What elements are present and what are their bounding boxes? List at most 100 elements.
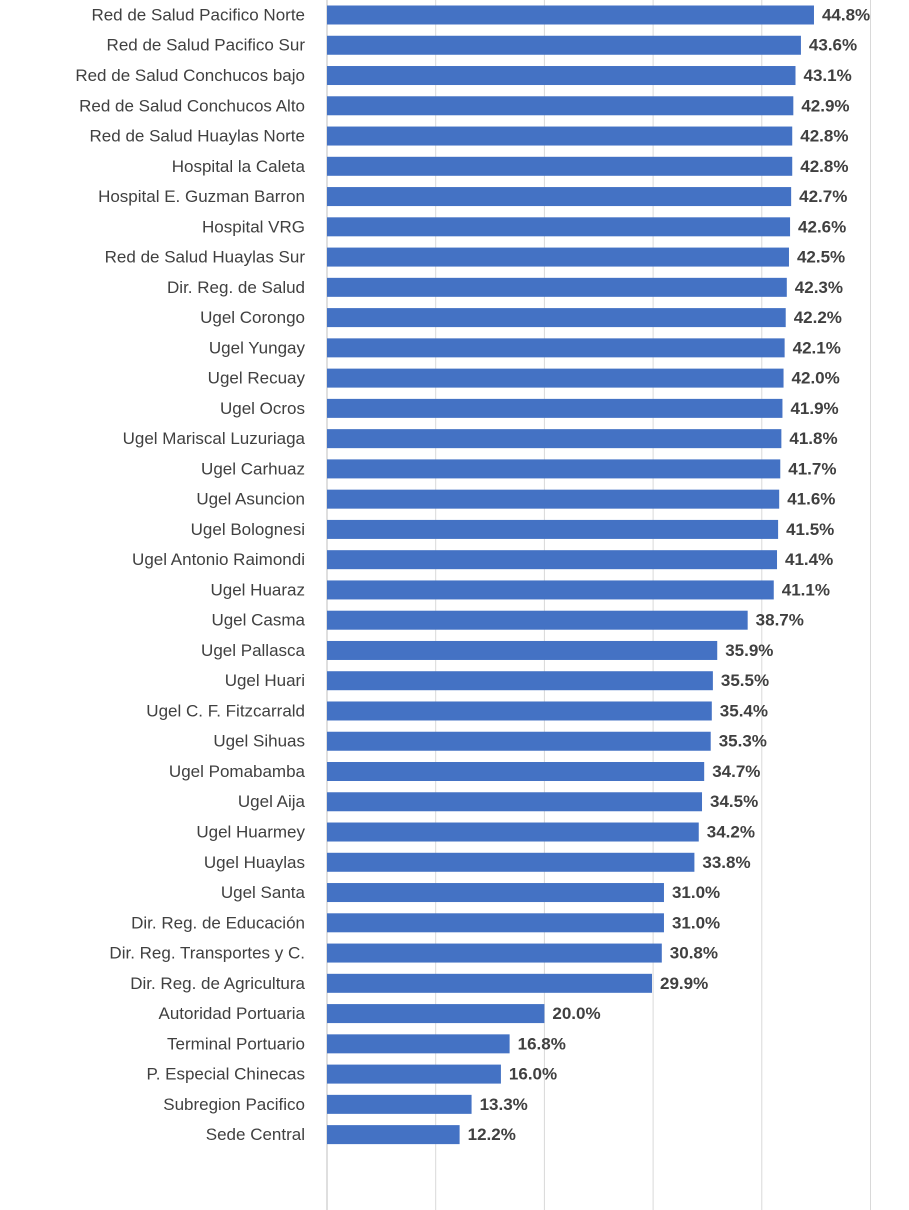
bar: [327, 1064, 501, 1084]
bar: [327, 338, 785, 358]
bar: [327, 519, 779, 539]
data-label: 31.0%: [672, 913, 720, 932]
y-tick-label: Ugel Pallasca: [201, 641, 305, 660]
y-tick-label: Terminal Portuario: [167, 1034, 305, 1053]
bar: [327, 247, 789, 267]
bar: [327, 308, 786, 328]
data-label: 42.6%: [798, 217, 846, 236]
data-label: 43.6%: [809, 36, 857, 55]
y-tick-label: Hospital E. Guzman Barron: [98, 187, 305, 206]
y-tick-label: Ugel Santa: [221, 883, 306, 902]
data-label: 34.2%: [707, 823, 755, 842]
bar: [327, 792, 703, 812]
data-label: 42.8%: [800, 157, 848, 176]
bar: [327, 610, 748, 630]
y-tick-label: Ugel Huarmey: [196, 823, 305, 842]
y-tick-label: Dir. Reg. de Educación: [131, 913, 305, 932]
bar: [327, 913, 664, 933]
data-label: 30.8%: [670, 944, 718, 963]
bar: [327, 277, 787, 297]
bar: [327, 66, 796, 86]
bar: [327, 459, 781, 479]
data-label: 38.7%: [756, 611, 804, 630]
bar: [327, 156, 793, 176]
bar: [327, 822, 699, 842]
bar: [327, 701, 712, 721]
y-tick-label: Ugel Sihuas: [213, 732, 305, 751]
data-label: 41.4%: [785, 550, 833, 569]
bar: [327, 640, 718, 660]
y-tick-label: Sede Central: [206, 1125, 305, 1144]
y-tick-label: Ugel Recuay: [208, 369, 306, 388]
y-tick-label: Ugel C. F. Fitzcarrald: [146, 701, 305, 720]
bar: [327, 943, 662, 963]
y-tick-label: Red de Salud Conchucos Alto: [79, 96, 305, 115]
y-tick-label: Subregion Pacifico: [163, 1095, 305, 1114]
data-label: 31.0%: [672, 883, 720, 902]
data-label: 16.8%: [518, 1034, 566, 1053]
data-label: 41.1%: [782, 580, 830, 599]
bar: [327, 5, 814, 25]
data-label: 41.9%: [790, 399, 838, 418]
data-label: 41.6%: [787, 490, 835, 509]
y-tick-label: Red de Salud Pacifico Sur: [107, 36, 306, 55]
data-label: 35.9%: [725, 641, 773, 660]
data-label: 42.1%: [793, 338, 841, 357]
bar: [327, 883, 664, 903]
bar: [327, 1094, 472, 1114]
data-label: 33.8%: [702, 853, 750, 872]
bar: [327, 35, 801, 55]
data-label: 35.3%: [719, 732, 767, 751]
y-tick-label: Autoridad Portuaria: [159, 1004, 306, 1023]
bar: [327, 550, 778, 570]
data-label: 41.5%: [786, 520, 834, 539]
y-tick-label: Ugel Antonio Raimondi: [132, 550, 305, 569]
y-tick-label: Ugel Bolognesi: [191, 520, 305, 539]
data-label: 42.7%: [799, 187, 847, 206]
data-label: 13.3%: [480, 1095, 528, 1114]
y-tick-label: Ugel Ocros: [220, 399, 305, 418]
bar: [327, 126, 793, 146]
y-tick-label: Ugel Corongo: [200, 308, 305, 327]
y-tick-label: Hospital VRG: [202, 217, 305, 236]
data-label: 20.0%: [552, 1004, 600, 1023]
bar: [327, 489, 780, 509]
y-tick-label: Hospital la Caleta: [172, 157, 306, 176]
y-tick-label: Ugel Mariscal Luzuriaga: [123, 429, 306, 448]
bar: [327, 731, 711, 751]
bar: [327, 429, 782, 449]
data-label: 42.5%: [797, 248, 845, 267]
y-tick-label: Dir. Reg. de Agricultura: [130, 974, 305, 993]
data-label: 43.1%: [803, 66, 851, 85]
data-label: 16.0%: [509, 1065, 557, 1084]
bar: [327, 973, 653, 993]
bar: [327, 96, 794, 116]
bar: [327, 762, 705, 781]
data-label: 42.8%: [800, 127, 848, 146]
y-tick-label: Red de Salud Huaylas Norte: [90, 127, 305, 146]
data-label: 42.9%: [801, 96, 849, 115]
data-label: 35.4%: [720, 701, 768, 720]
data-label: 42.3%: [795, 278, 843, 297]
data-label: 34.5%: [710, 792, 758, 811]
data-label: 35.5%: [721, 671, 769, 690]
bar: [327, 1125, 460, 1145]
y-tick-label: Ugel Carhuaz: [201, 459, 305, 478]
y-tick-label: Ugel Huari: [225, 671, 305, 690]
data-label: 12.2%: [468, 1125, 516, 1144]
y-tick-label: Ugel Yungay: [209, 338, 306, 357]
y-tick-label: Ugel Aija: [238, 792, 306, 811]
y-tick-label: Ugel Pomabamba: [169, 762, 306, 781]
data-label: 41.7%: [788, 459, 836, 478]
bar: [327, 398, 783, 418]
data-label: 42.2%: [794, 308, 842, 327]
y-tick-label: Ugel Huaylas: [204, 853, 305, 872]
y-tick-label: P. Especial Chinecas: [147, 1065, 305, 1084]
bar: [327, 671, 713, 691]
y-tick-label: Dir. Reg. Transportes y C.: [109, 944, 305, 963]
data-label: 34.7%: [712, 762, 760, 781]
y-tick-label: Ugel Huaraz: [211, 580, 306, 599]
data-label: 42.0%: [792, 369, 840, 388]
y-tick-label: Ugel Asuncion: [196, 490, 305, 509]
